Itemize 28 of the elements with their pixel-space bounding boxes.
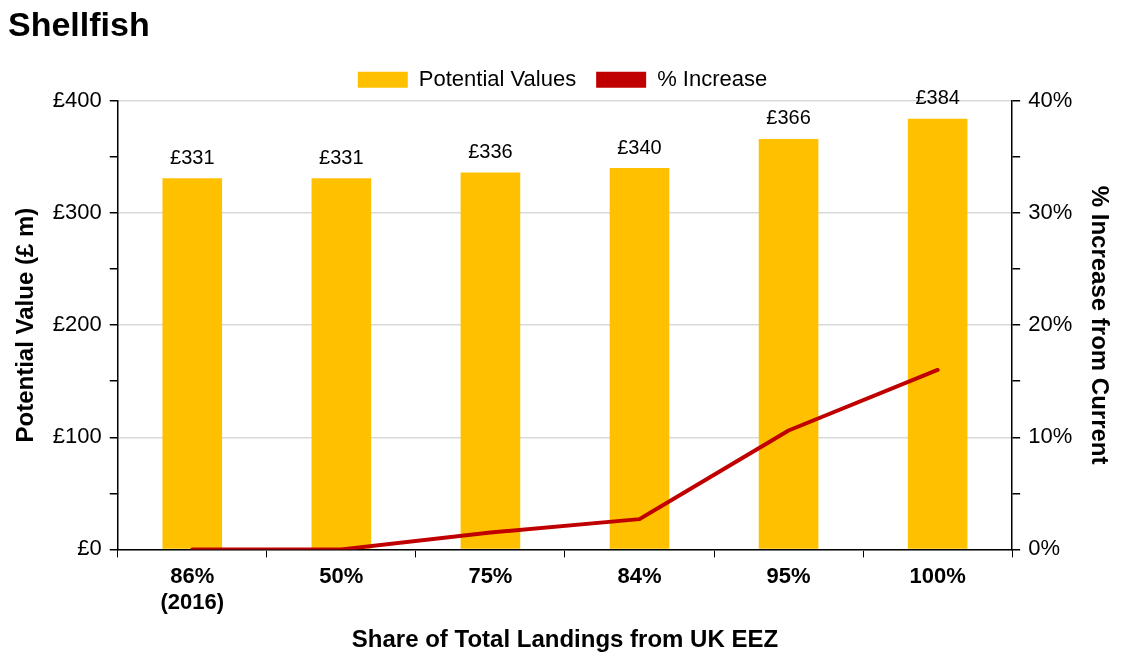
y2-tick-label: 40%	[1028, 86, 1073, 112]
x-axis-title: Share of Total Landings from UK EEZ	[351, 625, 779, 653]
y2-axis-title: % Increase from Current	[1086, 185, 1114, 465]
data-label: £331	[319, 145, 364, 168]
x-tick-label: 84%	[617, 562, 662, 588]
data-label: £331	[170, 145, 215, 168]
y-tick-label: £400	[52, 86, 102, 112]
x-tick-label: 100%	[909, 562, 966, 588]
x-tick-label: 75%	[468, 562, 513, 588]
x-tick-label: 95%	[766, 562, 811, 588]
y2-tick-label: 30%	[1028, 199, 1073, 225]
y2-tick-label: 0%	[1028, 535, 1060, 561]
x-tick-label: 86% (2016)	[160, 562, 225, 615]
legend-label: % Increase	[657, 65, 768, 91]
y2-tick-label: 10%	[1028, 423, 1073, 449]
y-tick-label: £300	[52, 199, 102, 225]
data-label: £340	[617, 135, 662, 158]
data-label: £336	[468, 140, 513, 163]
data-label: £366	[766, 106, 811, 129]
y-tick-label: £200	[52, 311, 102, 337]
legend-label: Potential Values	[418, 65, 577, 91]
chart-title: Shellfish	[8, 4, 150, 43]
y-tick-label: £100	[52, 423, 102, 449]
data-label: £384	[915, 86, 960, 109]
y-tick-label: £0	[77, 535, 102, 561]
y-axis-title: Potential Value (£ m)	[11, 207, 39, 443]
y2-tick-label: 20%	[1028, 311, 1073, 337]
x-tick-label: 50%	[319, 562, 364, 588]
